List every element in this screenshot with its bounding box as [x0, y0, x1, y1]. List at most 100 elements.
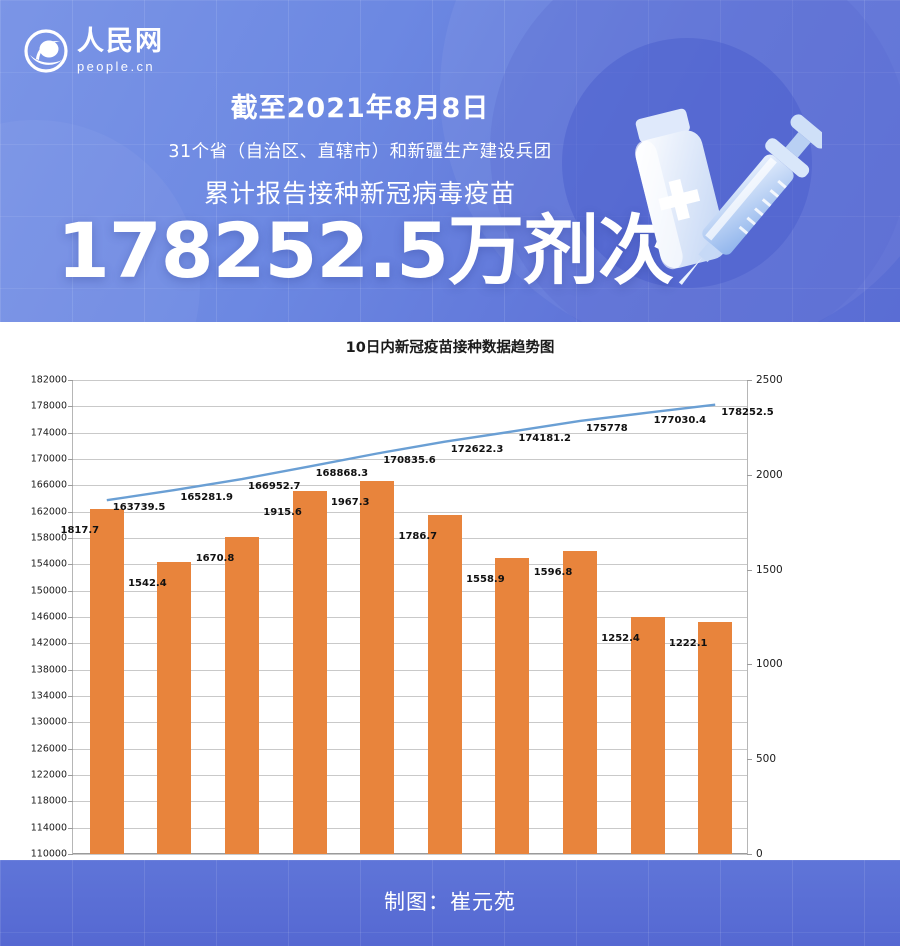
bar-8月7日[interactable]	[630, 616, 665, 854]
y-axis-left-tick-label: 178000	[30, 400, 67, 412]
logo-domain: people.cn	[77, 59, 155, 74]
gridline	[73, 696, 747, 697]
line-value-label: 174181.2	[518, 433, 571, 445]
header-date-line: 截至2021年8月8日	[230, 93, 490, 124]
bar-8月3日[interactable]	[360, 481, 395, 854]
bar-8月5日[interactable]	[495, 558, 530, 854]
chart-panel: 10日内新冠疫苗接种数据趋势图 110000 114000 118000 122000…	[0, 322, 900, 927]
bar-value-label: 1817.7	[60, 525, 100, 537]
x-axis-line	[73, 853, 747, 854]
gridline	[73, 722, 747, 724]
y-axis-left-tick-label: 182000	[30, 374, 67, 386]
y-axis-left-tick-label: 138000	[30, 664, 67, 676]
y-axis-right-tick	[747, 759, 752, 761]
gridline	[73, 432, 747, 434]
gridline	[73, 854, 747, 855]
y-axis-left-tick	[68, 669, 73, 671]
y-axis-left-tick	[68, 485, 73, 487]
bar-value-label: 1222.1	[668, 638, 708, 650]
line-value-label: 178252.5	[721, 406, 774, 418]
plot-frame: 110000 114000 118000 122000 126000 130000 1340…	[31, 374, 783, 875]
gridline	[73, 485, 747, 487]
header-banner: 人民网 people.cn 截至2021年8月8日 31个省（自治区、直辖市）和…	[0, 0, 900, 322]
footer-credit: 制图：崔元苑	[384, 890, 516, 914]
bar-8月6日[interactable]	[563, 551, 597, 854]
y-axis-left-tick-label: 150000	[30, 585, 67, 597]
y-axis-left-tick	[68, 617, 73, 618]
line-value-label: 177030.4	[653, 414, 707, 426]
bar-8月8日[interactable]	[698, 622, 733, 854]
y-axis-left-tick-label: 170000	[30, 453, 67, 465]
y-axis-right-tick-label: 0	[756, 848, 763, 860]
y-axis-left-tick-label: 114000	[30, 822, 67, 834]
line-value-label: 165281.9	[180, 492, 233, 504]
y-axis-left-tick-label: 130000	[30, 716, 67, 728]
y-axis-left-tick	[68, 643, 73, 645]
bar-7月30日[interactable]	[89, 509, 124, 854]
y-axis-left-tick-label: 174000	[30, 427, 67, 439]
bar-8月1日[interactable]	[225, 537, 259, 854]
line-value-label: 172622.3	[450, 443, 504, 455]
y-axis-left-tick	[68, 380, 73, 381]
y-axis-right-tick	[747, 569, 752, 571]
gridline	[73, 748, 747, 750]
y-axis-left-tick-label: 154000	[30, 558, 67, 570]
gridline	[73, 643, 747, 645]
line-value-label: 175778	[586, 422, 628, 434]
gridline	[73, 538, 747, 539]
bar-8月2日[interactable]	[292, 490, 327, 854]
y-axis-left-tick-label: 126000	[30, 743, 67, 755]
gridline	[73, 380, 747, 381]
bar-8月4日[interactable]	[427, 515, 462, 854]
y-axis-right-tick-label: 1000	[756, 658, 783, 671]
chart-title: 10日内新冠疫苗接种数据趋势图	[345, 340, 555, 356]
header-subject-line: 累计报告接种新冠病毒疫苗	[203, 179, 516, 208]
gridline	[73, 590, 747, 592]
site-logo[interactable]: 人民网 people.cn	[24, 28, 164, 73]
y-axis-left-tick	[68, 696, 73, 697]
y-axis-left-tick-label: 118000	[30, 795, 67, 807]
line-value-label: 168868.3	[315, 468, 369, 480]
footer-bar: 制图：崔元苑	[0, 860, 900, 946]
gridline	[73, 564, 747, 566]
line-value-label: 170835.6	[383, 455, 436, 467]
gridline	[73, 617, 747, 618]
bar-value-label: 1786.7	[398, 531, 438, 543]
y-axis-left-tick	[68, 801, 73, 803]
y-axis-left-tick-label: 158000	[30, 532, 67, 544]
bar-value-label: 1558.9	[466, 574, 505, 586]
y-axis-right-tick-label: 1500	[756, 563, 783, 576]
y-axis-left-tick-label: 146000	[30, 611, 67, 623]
y-axis-left-tick	[68, 775, 73, 776]
background-grid-pattern	[0, 860, 900, 946]
header-text-block: 截至2021年8月8日 31个省（自治区、直辖市）和新疆生产建设兵团 累计报告接…	[0, 86, 720, 210]
bar-value-label: 1670.8	[195, 553, 235, 565]
bar-7月31日[interactable]	[157, 561, 192, 854]
y-axis-left-tick	[68, 432, 73, 434]
chart-plot-area: 110000 114000 118000 122000 126000 130000 1340…	[31, 374, 783, 875]
gridline	[73, 801, 747, 803]
bar-value-label: 1252.4	[601, 632, 640, 644]
bar-value-label: 1596.8	[533, 567, 573, 579]
line-value-label: 163739.5	[112, 502, 166, 514]
y-axis-left-tick-label: 166000	[30, 479, 67, 491]
background-grid-pattern	[0, 0, 900, 322]
gridline	[73, 459, 747, 460]
people-cn-swoosh-icon	[24, 28, 68, 73]
y-axis-left-tick	[68, 459, 73, 460]
y-axis-left-tick-label: 134000	[30, 690, 67, 702]
y-axis-left-tick	[68, 590, 73, 592]
y-axis-right-tick-label: 500	[756, 753, 777, 766]
y-axis-left-tick	[68, 511, 73, 513]
gridline	[73, 511, 747, 513]
gridline	[73, 827, 747, 829]
gridline	[73, 775, 747, 776]
gridline	[73, 406, 747, 408]
y-axis-left-tick-label: 162000	[30, 506, 67, 518]
y-axis-right-tick	[747, 664, 752, 666]
logo-chinese-name: 人民网	[77, 26, 164, 57]
y-axis-right-tick	[747, 854, 752, 855]
y-axis-left-tick-label: 142000	[30, 637, 67, 649]
gridline	[73, 669, 747, 671]
